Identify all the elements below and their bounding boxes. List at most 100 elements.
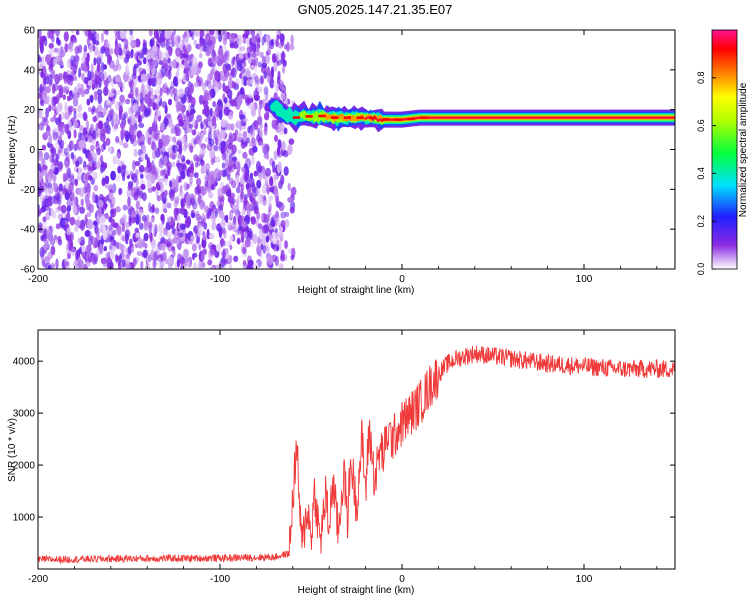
heatmap-cell xyxy=(191,56,198,67)
heatmap-cell xyxy=(229,244,233,251)
heatmap-cell xyxy=(188,114,194,121)
heatmap-cell xyxy=(280,220,286,228)
heatmap-cell xyxy=(77,105,82,113)
heatmap-cell xyxy=(200,37,205,47)
heatmap-cell xyxy=(207,83,212,90)
heatmap-cell xyxy=(266,186,270,195)
heatmap-cell xyxy=(66,199,73,208)
heatmap-cell xyxy=(177,35,181,44)
heatmap-cell xyxy=(142,237,146,248)
heatmap-cell xyxy=(166,113,172,119)
heatmap-cell xyxy=(256,48,260,57)
heatmap-cell xyxy=(221,30,226,35)
heatmap-cell xyxy=(115,159,122,166)
heatmap-cell xyxy=(138,208,145,216)
heatmap-cell xyxy=(87,135,93,143)
heatmap-cell xyxy=(187,70,194,76)
heatmap-cell xyxy=(189,83,195,94)
heatmap-cell xyxy=(96,63,101,72)
heatmap-cell xyxy=(140,73,147,83)
heatmap-cell xyxy=(223,228,227,239)
heatmap-cell xyxy=(44,256,51,262)
heatmap-cell xyxy=(290,254,295,261)
heatmap-cell xyxy=(144,93,150,104)
heatmap-cell xyxy=(276,245,279,252)
heatmap-cell xyxy=(86,98,91,106)
heatmap-cell xyxy=(50,262,55,269)
heatmap-cell xyxy=(85,198,91,208)
heatmap-cell xyxy=(140,183,146,190)
heatmap-cell xyxy=(261,184,268,195)
heatmap-cell xyxy=(42,219,48,231)
heatmap-cell xyxy=(116,152,121,160)
heatmap-cell xyxy=(55,153,59,163)
heatmap-cell xyxy=(114,45,120,56)
heatmap-cell xyxy=(221,169,227,178)
heatmap-cell xyxy=(89,44,93,53)
heatmap-cell xyxy=(248,227,252,239)
heatmap-cell xyxy=(114,32,119,40)
heatmap-cell xyxy=(158,178,164,186)
heatmap-cell xyxy=(129,124,135,136)
y-tick-label: -20 xyxy=(21,185,36,196)
heatmap-cell xyxy=(228,37,233,43)
heatmap-cell xyxy=(277,42,284,49)
heatmap-cell xyxy=(229,211,233,219)
heatmap-cell xyxy=(127,184,133,191)
heatmap-cell xyxy=(92,115,97,123)
heatmap-cell xyxy=(175,127,182,137)
heatmap-cell xyxy=(270,216,275,227)
heatmap-cell xyxy=(222,37,228,46)
heatmap-cell xyxy=(94,131,99,139)
heatmap-cell xyxy=(73,260,77,268)
heatmap-cell xyxy=(100,46,106,54)
colorbar-gradient xyxy=(711,29,738,270)
heatmap-cell xyxy=(103,162,108,169)
y-tick-label: 2000 xyxy=(13,461,36,472)
heatmap-cell xyxy=(257,116,263,125)
heatmap-cell xyxy=(240,227,244,236)
snr-line xyxy=(38,345,675,565)
heatmap-cell xyxy=(146,156,150,163)
heatmap-cell xyxy=(278,263,284,269)
heatmap-cell xyxy=(209,30,215,36)
heatmap-cell xyxy=(66,227,71,236)
heatmap-cell xyxy=(164,178,168,186)
heatmap-cell xyxy=(139,92,144,98)
heatmap-cell xyxy=(118,253,123,264)
heatmap-cell xyxy=(202,82,206,93)
heatmap-cell xyxy=(153,123,158,133)
heatmap-cell xyxy=(183,227,187,238)
heatmap-cell xyxy=(148,202,152,213)
heatmap-cell xyxy=(275,210,279,219)
heatmap-cell xyxy=(90,62,94,74)
heatmap-cell xyxy=(97,129,101,135)
heatmap-cell xyxy=(150,48,156,60)
heatmap-cell xyxy=(58,72,63,81)
heatmap-cell xyxy=(64,111,70,120)
heatmap-cell xyxy=(241,233,245,244)
heatmap-cell xyxy=(62,94,66,100)
heatmap-cell xyxy=(173,76,178,87)
heatmap-cell xyxy=(96,147,101,156)
heatmap-cell xyxy=(143,232,149,242)
heatmap-cell xyxy=(167,147,173,153)
heatmap-cell xyxy=(275,195,279,202)
heatmap-cell xyxy=(153,30,159,39)
heatmap-cell xyxy=(61,140,65,147)
heatmap-cells xyxy=(38,30,297,269)
heatmap-cell xyxy=(211,204,217,210)
heatmap-cell xyxy=(152,252,157,263)
heatmap-cell xyxy=(218,32,223,43)
heatmap-cell xyxy=(164,62,169,72)
heatmap-cell xyxy=(244,30,250,37)
heatmap-cell xyxy=(57,39,61,46)
heatmap-cell xyxy=(100,154,104,164)
heatmap-cell xyxy=(137,237,143,249)
heatmap-cell xyxy=(38,56,43,63)
colorbar-ticks: 0.0 0.2 0.4 0.6 0.8 xyxy=(696,72,716,275)
heatmap-cell xyxy=(273,61,278,72)
heatmap-cell xyxy=(201,212,206,219)
heatmap-cell xyxy=(180,208,186,215)
heatmap-cell xyxy=(182,45,186,53)
